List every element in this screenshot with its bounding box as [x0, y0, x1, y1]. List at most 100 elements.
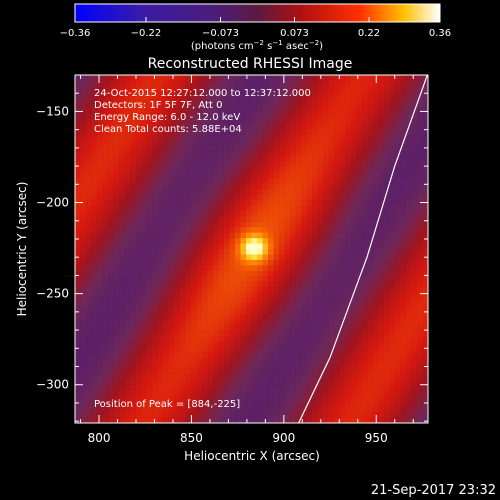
heatmap-cell — [416, 395, 423, 402]
heatmap-cell — [201, 254, 208, 261]
heatmap-cell — [411, 276, 418, 282]
heatmap-cell — [97, 346, 103, 353]
heatmap-cell — [102, 172, 109, 179]
heatmap-cell — [234, 281, 241, 288]
heatmap-cell — [416, 129, 423, 136]
heatmap-cell — [157, 292, 164, 299]
heatmap-cell — [312, 292, 318, 299]
heatmap-cell — [273, 341, 280, 348]
heatmap-cell — [306, 357, 313, 364]
heatmap-cell — [97, 91, 103, 98]
heatmap-cell — [383, 368, 390, 375]
heatmap-cell — [301, 336, 307, 342]
heatmap-cell — [130, 249, 136, 255]
heatmap-cell — [422, 357, 428, 364]
heatmap-cell — [124, 210, 131, 217]
heatmap-cell — [301, 113, 307, 119]
heatmap-cell — [119, 314, 125, 320]
heatmap-cell — [80, 297, 87, 304]
heatmap-cell — [394, 227, 401, 233]
colorbar-tick-label: −0.073 — [202, 28, 239, 39]
heatmap-cell — [273, 357, 280, 364]
heatmap-cell — [411, 314, 418, 320]
heatmap-cell — [378, 123, 385, 130]
heatmap-cell — [279, 281, 285, 288]
heatmap-cell — [306, 401, 313, 407]
heatmap-cell — [405, 352, 412, 359]
heatmap-cell — [141, 308, 148, 315]
heatmap-cell — [416, 151, 423, 157]
heatmap-cell — [163, 145, 170, 152]
heatmap-cell — [141, 297, 148, 304]
heatmap-cell — [174, 259, 181, 266]
heatmap-cell — [372, 85, 379, 92]
heatmap-cell — [245, 216, 252, 223]
heatmap-cell — [174, 379, 181, 386]
heatmap-cell — [229, 123, 236, 130]
heatmap-cell — [179, 156, 186, 163]
heatmap-cell — [323, 194, 330, 201]
heatmap-cell — [268, 297, 274, 304]
heatmap-cell — [179, 91, 186, 98]
heatmap-cell — [80, 303, 87, 310]
heatmap-cell — [279, 330, 285, 337]
info-line: Clean Total counts: 5.88E+04 — [94, 124, 242, 135]
heatmap-cell — [312, 287, 318, 293]
heatmap-cell — [262, 292, 269, 299]
heatmap-cell — [394, 238, 401, 244]
heatmap-cell — [345, 123, 352, 130]
heatmap-cell — [97, 297, 103, 304]
heatmap-cell — [163, 363, 170, 369]
heatmap-cell — [273, 91, 280, 98]
heatmap-cell — [405, 417, 412, 423]
heatmap-cell — [317, 118, 324, 125]
heatmap-cell — [174, 341, 181, 348]
heatmap-cell — [405, 368, 412, 375]
heatmap-cell — [334, 183, 341, 190]
heatmap-cell — [135, 417, 142, 423]
heatmap-cell — [411, 167, 418, 174]
heatmap-cell — [75, 395, 81, 402]
heatmap-cell — [334, 75, 341, 81]
heatmap-cell — [262, 259, 269, 266]
heatmap-cell — [196, 270, 203, 277]
heatmap-cell — [174, 145, 181, 152]
heatmap-cell — [234, 390, 241, 397]
heatmap-cell — [257, 189, 263, 195]
heatmap-cell — [185, 210, 192, 217]
heatmap-cell — [268, 80, 274, 87]
heatmap-cell — [328, 243, 335, 250]
heatmap-cell — [135, 129, 142, 136]
heatmap-cell — [108, 357, 114, 364]
heatmap-cell — [146, 276, 153, 282]
heatmap-cell — [262, 134, 269, 141]
heatmap-cell — [416, 390, 423, 397]
heatmap-cell — [251, 390, 258, 397]
heatmap-cell — [411, 134, 418, 141]
heatmap-cell — [130, 210, 136, 217]
heatmap-cell — [97, 221, 103, 228]
heatmap-cell — [240, 200, 247, 206]
heatmap-cell — [317, 341, 324, 348]
heatmap-cell — [168, 401, 175, 407]
heatmap-cell — [323, 259, 330, 266]
heatmap-cell — [416, 374, 423, 380]
heatmap-cell — [135, 200, 142, 206]
heatmap-cell — [422, 417, 428, 423]
heatmap-cell — [75, 85, 81, 92]
heatmap-cell — [157, 91, 164, 98]
y-axis-ticks: −150−200−250−300 — [36, 74, 428, 422]
heatmap-cell — [411, 265, 418, 272]
heatmap-cell — [157, 395, 164, 402]
heatmap-cell — [290, 221, 296, 228]
heatmap-cell — [394, 129, 401, 136]
heatmap-cell — [372, 91, 379, 98]
heatmap-cell — [245, 325, 252, 331]
heatmap-cell — [201, 205, 208, 212]
heatmap-cell — [328, 172, 335, 179]
heatmap-cell — [273, 129, 280, 136]
heatmap-cell — [312, 336, 318, 342]
heatmap-cell — [174, 80, 181, 87]
heatmap-cell — [334, 352, 341, 359]
heatmap-cell — [367, 265, 374, 272]
